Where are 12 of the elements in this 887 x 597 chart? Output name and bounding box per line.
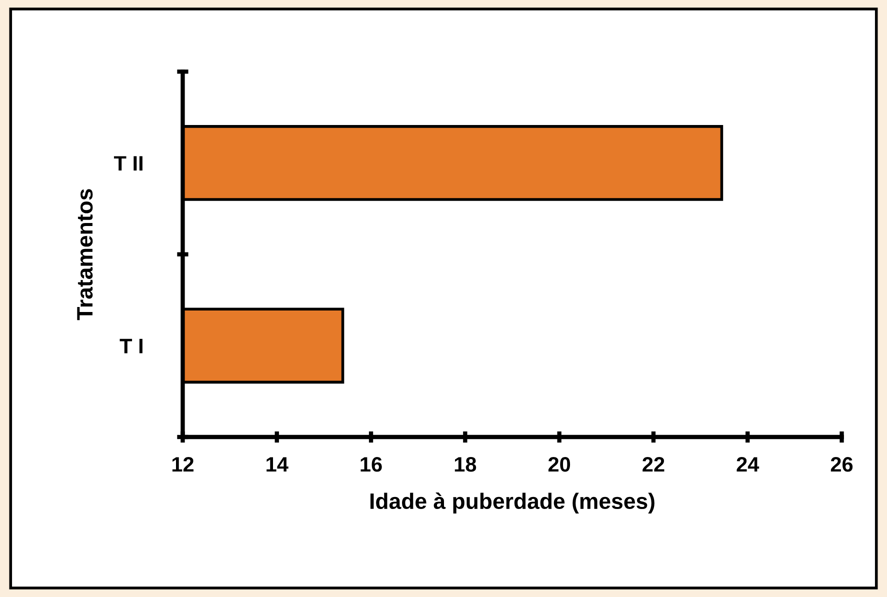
x-tick-label: 12 bbox=[172, 457, 194, 472]
x-tick-label: 18 bbox=[454, 457, 476, 472]
x-tick-label: 22 bbox=[642, 457, 664, 472]
x-tick-label: 14 bbox=[266, 457, 288, 472]
y-tick-label: T I bbox=[120, 338, 142, 354]
x-tick-label: 16 bbox=[360, 457, 382, 472]
x-tick-label: 26 bbox=[830, 457, 853, 472]
y-tick-label: T II bbox=[114, 156, 142, 171]
x-tick-label: 24 bbox=[736, 457, 760, 472]
x-axis-title: Idade à puberdade (meses) bbox=[370, 492, 654, 514]
y-axis-title: Tratamentos bbox=[77, 189, 93, 320]
x-tick-label: 20 bbox=[548, 457, 570, 472]
